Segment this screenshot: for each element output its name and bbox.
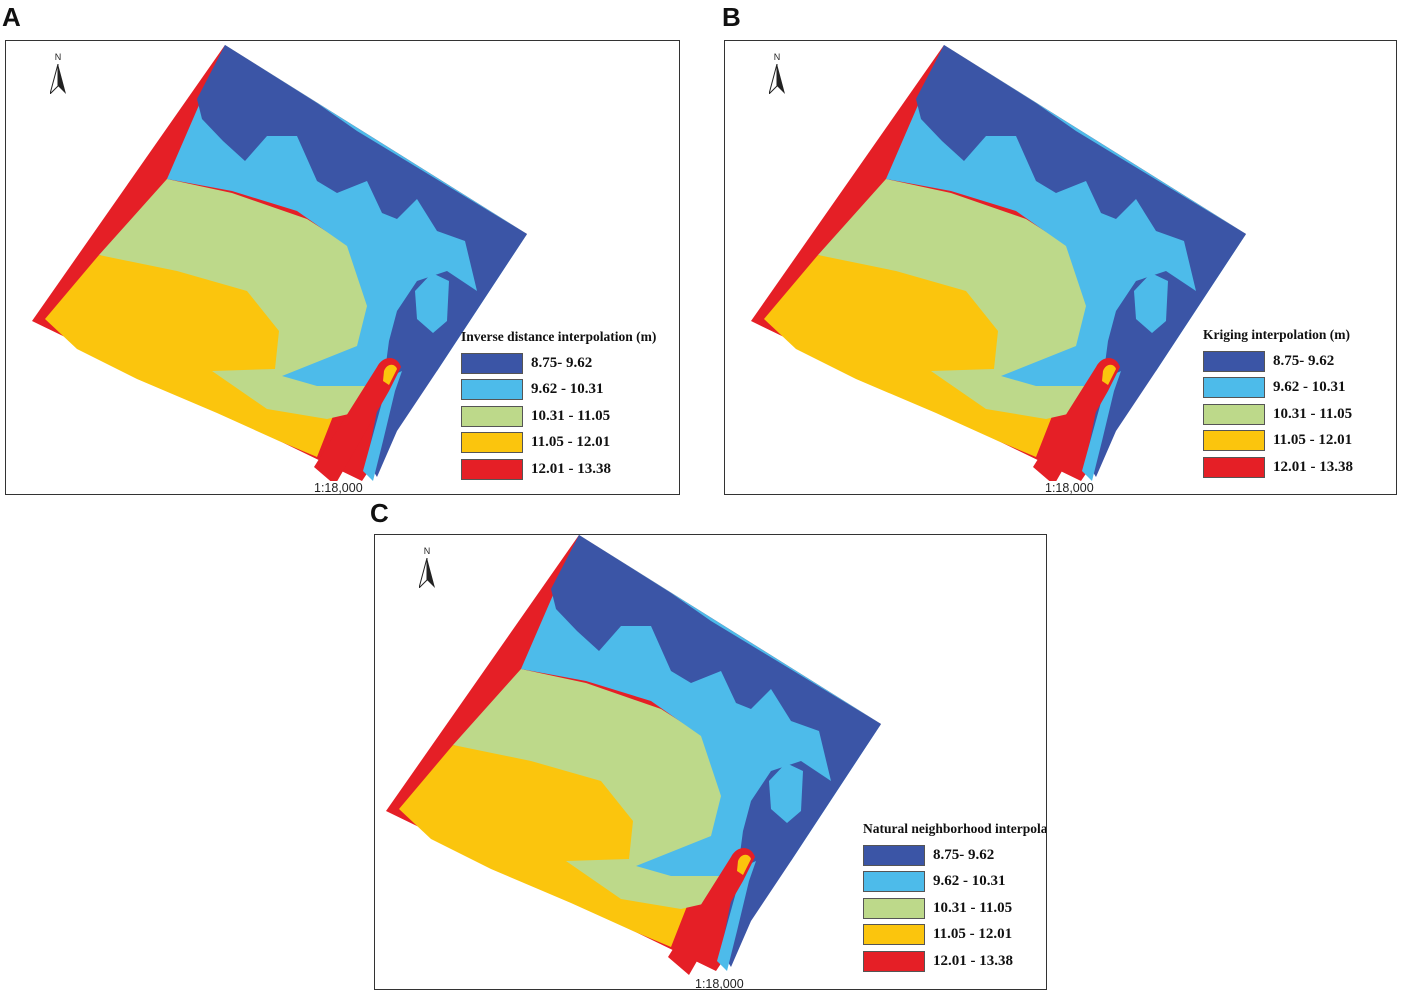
legend-title: Kriging interpolation (m) (1203, 327, 1350, 342)
zone-9-62-10-31-channel (363, 371, 402, 481)
north-arrow-icon: N (48, 53, 68, 97)
legend-label: 12.01 - 13.38 (531, 460, 611, 477)
legend-b: Kriging interpolation (m) 8.75- 9.62 9.6… (1203, 327, 1353, 481)
legend-item: 8.75- 9.62 (461, 350, 656, 377)
legend-swatch (863, 950, 925, 972)
zone-10-31-11-05 (453, 669, 731, 909)
legend-title: Natural neighborhood interpolation (m) (863, 821, 1047, 836)
zone-9-62-10-31-channel (717, 861, 756, 971)
zone-9-62-10-31-lobe (415, 273, 449, 333)
legend-swatch (1203, 350, 1265, 372)
zone-11-05-12-01-ridge-core (383, 364, 397, 385)
interpolation-map-c (386, 535, 881, 975)
zone-11-05-12-01-ridge-core (1102, 364, 1116, 385)
legend-label: 9.62 - 10.31 (1273, 379, 1346, 396)
legend-swatch (461, 379, 523, 401)
legend-swatch (461, 405, 523, 427)
zone-9-62-10-31-lobe (769, 763, 803, 823)
legend-item: 9.62 - 10.31 (863, 869, 1046, 896)
legend-label: 10.31 - 11.05 (933, 899, 1013, 916)
legend-swatch (863, 871, 925, 893)
zone-8-75-9-62 (551, 535, 881, 967)
zone-9-62-10-31-lobe (1134, 273, 1168, 333)
legend-swatch (1203, 403, 1265, 425)
zone-12-01-13-38-ridge (1033, 358, 1120, 485)
legend-item: 10.31 - 11.05 (461, 403, 656, 430)
zone-8-75-9-62 (916, 45, 1246, 477)
legend-swatch (1203, 377, 1265, 399)
legend-item: 11.05 - 12.01 (863, 922, 1046, 949)
interpolation-map-a (32, 45, 527, 485)
legend-label: 8.75- 9.62 (531, 354, 593, 371)
legend-label: 12.01 - 13.38 (1273, 458, 1353, 475)
legend-swatch (461, 432, 523, 454)
legend-swatch (863, 897, 925, 919)
legend-swatch (1203, 456, 1265, 478)
scale-text: 1:18,000 (693, 977, 746, 990)
legend-label: 11.05 - 12.01 (531, 434, 611, 451)
zone-8-75-9-62 (197, 45, 527, 477)
zone-10-31-11-05 (99, 179, 377, 419)
legend-a: Inverse distance interpolation (m) 8.75-… (461, 329, 656, 483)
legend-item: 12.01 - 13.38 (461, 456, 656, 483)
legend-swatch (1203, 430, 1265, 452)
legend-title: Inverse distance interpolation (m) (461, 329, 657, 344)
legend-swatch (863, 844, 925, 866)
legend-label: 10.31 - 11.05 (531, 407, 611, 424)
map-panel-c: N Natural neighborhood interpolation (m)… (374, 534, 1047, 990)
legend-label: 8.75- 9.62 (933, 846, 995, 863)
scale-text: 1:18,000 (312, 481, 365, 495)
legend-item: 9.62 - 10.31 (461, 377, 656, 404)
legend-label: 11.05 - 12.01 (1273, 432, 1353, 449)
north-arrow-icon: N (767, 53, 787, 97)
zone-11-05-12-01-ridge-core (737, 854, 751, 875)
legend-c: Natural neighborhood interpolation (m) 8… (863, 821, 1047, 975)
legend-item: 8.75- 9.62 (1203, 348, 1353, 375)
legend-label: 8.75- 9.62 (1273, 352, 1335, 369)
legend-item: 12.01 - 13.38 (1203, 454, 1353, 481)
legend-item: 10.31 - 11.05 (863, 895, 1046, 922)
legend-swatch (461, 458, 523, 480)
legend-swatch (461, 352, 523, 374)
panel-b-letter: B (722, 2, 741, 32)
legend-label: 9.62 - 10.31 (531, 381, 604, 398)
legend-item: 9.62 - 10.31 (1203, 375, 1353, 402)
legend-label: 9.62 - 10.31 (933, 873, 1006, 890)
scale-text: 1:18,000 (1043, 481, 1096, 495)
panel-a-letter: A (2, 2, 21, 32)
interpolation-map-b (751, 45, 1246, 485)
map-panel-b: N Kriging interpolation (m) 8.75- 9.62 9… (724, 40, 1397, 495)
map-panel-a: N Inverse distance interpolation (m) 8.7… (5, 40, 680, 495)
legend-item: 11.05 - 12.01 (1203, 428, 1353, 455)
zone-9-62-10-31-channel (1082, 371, 1121, 481)
legend-label: 12.01 - 13.38 (933, 952, 1013, 969)
zone-12-01-13-38-ridge (668, 848, 755, 975)
legend-item: 8.75- 9.62 (863, 842, 1046, 869)
legend-item: 12.01 - 13.38 (863, 948, 1046, 975)
zone-12-01-13-38-ridge (314, 358, 401, 485)
panel-c-letter: C (370, 498, 389, 528)
legend-label: 10.31 - 11.05 (1273, 405, 1353, 422)
legend-swatch (863, 924, 925, 946)
legend-item: 10.31 - 11.05 (1203, 401, 1353, 428)
legend-item: 11.05 - 12.01 (461, 430, 656, 457)
zone-10-31-11-05 (818, 179, 1096, 419)
legend-label: 11.05 - 12.01 (933, 926, 1013, 943)
north-arrow-icon: N (417, 547, 437, 591)
